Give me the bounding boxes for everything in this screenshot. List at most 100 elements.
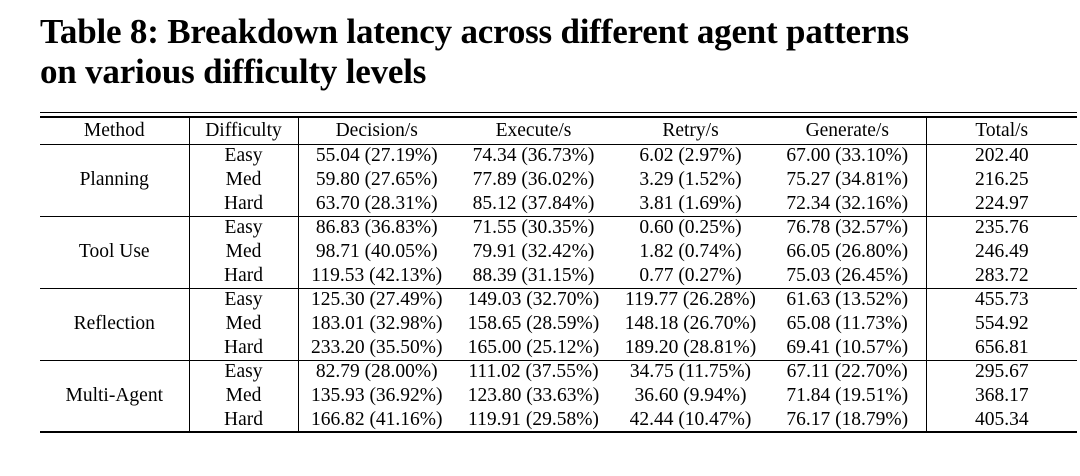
total-cell: 202.40 xyxy=(974,145,1029,167)
decision-cell: 119.53 (42.13%) xyxy=(311,264,443,286)
execute-cell: 74.34 (36.73%) xyxy=(472,145,595,167)
column-header-difficulty: Difficulty xyxy=(189,117,299,145)
generate-cell: 66.05 (26.80%) xyxy=(769,240,927,264)
generate-cell: 72.34 (32.16%) xyxy=(769,192,927,216)
table-caption: Table 8: Breakdown latency across differ… xyxy=(40,12,1050,92)
difficulty-cell: Easy xyxy=(189,288,299,312)
group-tool-use: Tool Use Easy 86.83 (36.83%) 71.55 (30.3… xyxy=(40,216,1077,288)
column-header-method: Method xyxy=(40,117,190,145)
generate-cell: 61.63 (13.52%) xyxy=(769,288,927,312)
total-cell: 455.73 xyxy=(974,289,1029,311)
difficulty-cell: Hard xyxy=(189,192,299,216)
difficulty-cell: Easy xyxy=(189,360,299,384)
generate-cell: 76.17 (18.79%) xyxy=(769,408,927,432)
execute-cell: 71.55 (30.35%) xyxy=(472,217,595,239)
execute-cell: 77.89 (36.02%) xyxy=(472,169,595,190)
generate-cell: 67.00 (33.10%) xyxy=(769,144,927,168)
generate-cell: 75.27 (34.81%) xyxy=(769,168,927,192)
total-cell: 216.25 xyxy=(974,169,1029,190)
total-cell: 235.76 xyxy=(974,217,1029,239)
decision-cell: 86.83 (36.83%) xyxy=(315,217,438,239)
total-cell: 224.97 xyxy=(974,192,1029,214)
execute-cell: 88.39 (31.15%) xyxy=(472,264,595,286)
decision-cell: 135.93 (36.92%) xyxy=(310,385,443,406)
generate-cell: 69.41 (10.57%) xyxy=(769,336,927,360)
difficulty-cell: Med xyxy=(189,384,299,408)
decision-cell: 166.82 (41.16%) xyxy=(310,408,443,430)
total-cell: 295.67 xyxy=(974,361,1029,383)
generate-cell: 71.84 (19.51%) xyxy=(769,384,927,408)
retry-cell: 148.18 (26.70%) xyxy=(624,313,757,334)
decision-cell: 98.71 (40.05%) xyxy=(315,241,438,262)
retry-cell: 3.81 (1.69%) xyxy=(639,192,742,214)
difficulty-cell: Hard xyxy=(189,264,299,288)
execute-cell: 165.00 (25.12%) xyxy=(467,336,600,358)
difficulty-cell: Med xyxy=(189,240,299,264)
difficulty-cell: Hard xyxy=(189,408,299,432)
retry-cell: 3.29 (1.52%) xyxy=(639,169,742,190)
retry-cell: 119.77 (26.28%) xyxy=(625,289,756,311)
decision-cell: 183.01 (32.98%) xyxy=(310,313,443,334)
retry-cell: 189.20 (28.81%) xyxy=(624,336,757,358)
method-cell-multi-agent: Multi-Agent xyxy=(40,360,190,432)
table-row: Med 98.71 (40.05%) 79.91 (32.42%) 1.82 (… xyxy=(40,240,1077,264)
decision-cell: 233.20 (35.50%) xyxy=(310,336,443,358)
column-header-decision: Decision/s xyxy=(298,117,455,145)
latency-table-container: Method Difficulty Decision/s Execute/s R… xyxy=(40,112,1077,433)
table-caption-line-2: on various difficulty levels xyxy=(40,52,427,91)
method-cell-tool-use: Tool Use xyxy=(40,216,190,288)
generate-cell: 75.03 (26.45%) xyxy=(769,264,927,288)
retry-cell: 1.82 (0.74%) xyxy=(639,241,742,262)
table-row: Planning Easy 55.04 (27.19%) 74.34 (36.7… xyxy=(40,144,1077,216)
retry-cell: 6.02 (2.97%) xyxy=(639,145,742,167)
table-row: Tool Use Easy 86.83 (36.83%) 71.55 (30.3… xyxy=(40,216,1077,288)
decision-cell: 125.30 (27.49%) xyxy=(310,289,443,311)
table-row: Hard 63.70 (28.31%) 85.12 (37.84%) 3.81 … xyxy=(40,192,1077,216)
retry-cell: 42.44 (10.47%) xyxy=(629,408,752,430)
group-multi-agent: Multi-Agent Easy 82.79 (28.00%) 111.02 (… xyxy=(40,360,1077,432)
decision-cell: 59.80 (27.65%) xyxy=(315,169,438,190)
execute-cell: 149.03 (32.70%) xyxy=(467,289,600,311)
column-header-retry: Retry/s xyxy=(612,117,769,145)
retry-cell: 34.75 (11.75%) xyxy=(629,361,752,383)
group-planning: Planning Easy 55.04 (27.19%) 74.34 (36.7… xyxy=(40,144,1077,216)
total-cell: 246.49 xyxy=(974,241,1029,262)
difficulty-cell: Med xyxy=(189,312,299,336)
latency-table: Method Difficulty Decision/s Execute/s R… xyxy=(40,116,1077,433)
method-cell-reflection: Reflection xyxy=(40,288,190,360)
generate-cell: 65.08 (11.73%) xyxy=(769,312,927,336)
table-row: Med 183.01 (32.98%) 158.65 (28.59%) 148.… xyxy=(40,312,1077,336)
table-caption-line-1: Table 8: Breakdown latency across differ… xyxy=(40,12,909,51)
decision-cell: 63.70 (28.31%) xyxy=(315,192,438,214)
execute-cell: 123.80 (33.63%) xyxy=(467,385,600,406)
retry-cell: 36.60 (9.94%) xyxy=(634,385,747,406)
table-row: Med 135.93 (36.92%) 123.80 (33.63%) 36.6… xyxy=(40,384,1077,408)
table-row: Multi-Agent Easy 82.79 (28.00%) 111.02 (… xyxy=(40,360,1077,432)
column-header-generate: Generate/s xyxy=(769,117,927,145)
generate-cell: 76.78 (32.57%) xyxy=(769,216,927,240)
column-header-total: Total/s xyxy=(926,117,1077,145)
column-header-execute: Execute/s xyxy=(455,117,612,145)
generate-cell: 67.11 (22.70%) xyxy=(769,360,927,384)
table-row: Hard 119.53 (42.13%) 88.39 (31.15%) 0.77… xyxy=(40,264,1077,288)
execute-cell: 119.91 (29.58%) xyxy=(468,408,599,430)
total-cell: 283.72 xyxy=(974,264,1029,286)
difficulty-cell: Easy xyxy=(189,216,299,240)
table-row: Med 59.80 (27.65%) 77.89 (36.02%) 3.29 (… xyxy=(40,168,1077,192)
table-row: Reflection Easy 125.30 (27.49%) 149.03 (… xyxy=(40,288,1077,360)
execute-cell: 79.91 (32.42%) xyxy=(472,241,595,262)
method-cell-planning: Planning xyxy=(40,144,190,216)
total-cell: 554.92 xyxy=(974,313,1029,334)
difficulty-cell: Easy xyxy=(189,144,299,168)
execute-cell: 85.12 (37.84%) xyxy=(472,192,595,214)
total-cell: 405.34 xyxy=(974,408,1029,430)
difficulty-cell: Hard xyxy=(189,336,299,360)
total-cell: 656.81 xyxy=(974,336,1029,358)
difficulty-cell: Med xyxy=(189,168,299,192)
retry-cell: 0.77 (0.27%) xyxy=(639,264,742,286)
table-row: Hard 166.82 (41.16%) 119.91 (29.58%) 42.… xyxy=(40,408,1077,432)
table-row: Hard 233.20 (35.50%) 165.00 (25.12%) 189… xyxy=(40,336,1077,360)
decision-cell: 55.04 (27.19%) xyxy=(315,145,438,167)
execute-cell: 158.65 (28.59%) xyxy=(467,313,600,334)
